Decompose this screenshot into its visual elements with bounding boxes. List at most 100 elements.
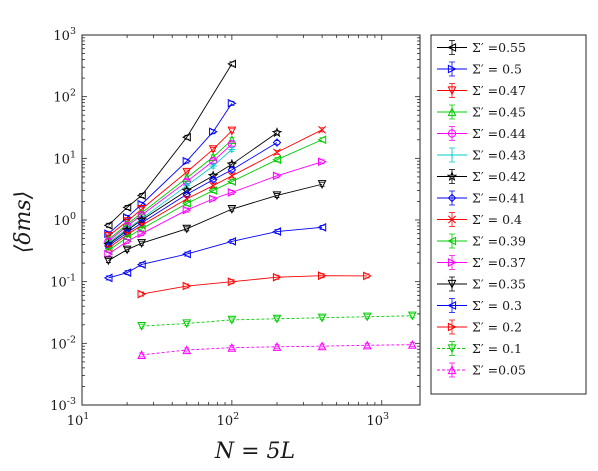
data-point <box>228 145 236 153</box>
legend-entry: Σ′ =0.44 <box>437 126 526 141</box>
series-line <box>141 344 413 356</box>
series-line <box>108 226 323 279</box>
data-point <box>209 127 218 137</box>
legend-entries: Σ′ =0.55 Σ′ = 0.5 Σ′ =0.47 Σ′ =0.45 Σ′ =0.44… <box>437 40 526 378</box>
legend-label: Σ′ =0.35 <box>472 277 526 292</box>
error-bar <box>409 313 415 319</box>
error-bar <box>184 321 190 326</box>
legend-entry: Σ′ =0.43 <box>437 148 526 163</box>
error-bar <box>274 316 280 322</box>
y-tick-label: 102 <box>53 88 76 106</box>
error-bar <box>229 317 235 323</box>
error-bar <box>210 146 216 152</box>
legend-entry: Σ′ =0.55 <box>437 40 526 55</box>
y-tick-label: 10-1 <box>50 273 76 291</box>
data-point <box>137 229 147 239</box>
data-point <box>209 162 217 170</box>
legend-label: Σ′ =0.42 <box>472 169 526 184</box>
data-point <box>208 145 218 155</box>
legend-label: Σ′ =0.39 <box>472 234 526 249</box>
data-point <box>209 194 218 204</box>
data-point <box>362 340 372 350</box>
legend-entry: Σ′ = 0.4 <box>437 212 522 227</box>
data-point <box>272 191 282 201</box>
plot-marks <box>103 59 417 359</box>
data-point <box>272 155 282 165</box>
legend-marker <box>447 86 457 96</box>
legend-error-bar <box>449 233 455 249</box>
data-point <box>317 222 327 232</box>
legend-entry: Σ′ =0.45 <box>437 105 526 120</box>
legend-entry: Σ′ =0.35 <box>437 277 526 292</box>
legend-label: Σ′ =0.45 <box>472 105 526 120</box>
legend-label: Σ′ = 0.2 <box>472 320 522 335</box>
error-bar <box>184 226 190 232</box>
data-point <box>272 171 282 181</box>
x-tick-label: 103 <box>366 411 389 429</box>
legend-label: Σ′ =0.47 <box>472 83 526 98</box>
data-point <box>137 289 147 299</box>
error-bar <box>409 342 415 348</box>
series-14 <box>137 311 417 331</box>
legend-error-bar <box>449 40 455 55</box>
data-point <box>136 214 147 225</box>
legend-label: Σ′ = 0.4 <box>472 212 522 227</box>
legend-entry: Σ′ = 0.5 <box>437 62 522 77</box>
data-point <box>227 177 236 186</box>
legend-marker <box>447 129 457 138</box>
legend-error-bar <box>449 61 455 77</box>
legend-entry: Σ′ =0.37 <box>437 255 526 270</box>
error-bar <box>319 181 325 187</box>
legend-marker <box>447 193 457 203</box>
data-point <box>227 188 237 197</box>
data-point <box>317 341 327 351</box>
legend-marker <box>447 236 457 246</box>
series-line <box>108 161 323 255</box>
legend-marker <box>447 344 457 354</box>
legend: Σ′ =0.55 Σ′ = 0.5 Σ′ =0.47 Σ′ =0.45 Σ′ =0.44… <box>430 34 587 395</box>
error-bar <box>364 342 370 348</box>
legend-entry: Σ′ = 0.1 <box>437 341 522 356</box>
legend-marker <box>447 64 457 74</box>
series-2 <box>103 126 237 241</box>
series-11 <box>103 180 327 266</box>
error-bar <box>229 128 235 134</box>
x-axis-label: N = 5L <box>214 439 295 464</box>
series-line <box>108 63 233 226</box>
data-point <box>123 236 132 246</box>
data-point <box>318 125 327 134</box>
data-point <box>272 272 282 282</box>
data-point <box>103 231 113 241</box>
legend-marker <box>447 322 457 332</box>
series-12 <box>103 222 327 283</box>
data-point <box>317 313 327 323</box>
legend-label: Σ′ =0.44 <box>472 126 526 141</box>
legend-entry: Σ′ =0.41 <box>437 191 526 206</box>
error-bar <box>229 345 235 351</box>
legend-entry: Σ′ =0.42 <box>437 169 526 184</box>
x-tick-label: 101 <box>67 411 90 429</box>
data-point <box>227 135 237 144</box>
series-7 <box>104 138 282 251</box>
y-tick-label: 103 <box>53 26 76 44</box>
data-point <box>227 126 237 136</box>
data-point <box>182 249 191 259</box>
data-point <box>227 205 237 214</box>
data-point <box>182 345 192 355</box>
series-10 <box>104 157 327 259</box>
data-point <box>104 241 113 251</box>
legend-entry: Σ′ =0.47 <box>437 83 526 98</box>
legend-entry: Σ′ = 0.2 <box>437 320 522 335</box>
legend-entry: Σ′ =0.39 <box>437 234 526 249</box>
data-point <box>103 273 113 283</box>
data-point <box>271 127 283 138</box>
legend-marker <box>447 43 457 52</box>
data-point <box>182 167 192 177</box>
error-bar <box>139 323 145 329</box>
legend-marker <box>447 279 457 289</box>
data-point <box>121 224 133 235</box>
data-point <box>137 205 147 214</box>
series-13 <box>137 271 372 299</box>
data-point <box>273 148 281 157</box>
axis-ticks <box>81 34 420 406</box>
